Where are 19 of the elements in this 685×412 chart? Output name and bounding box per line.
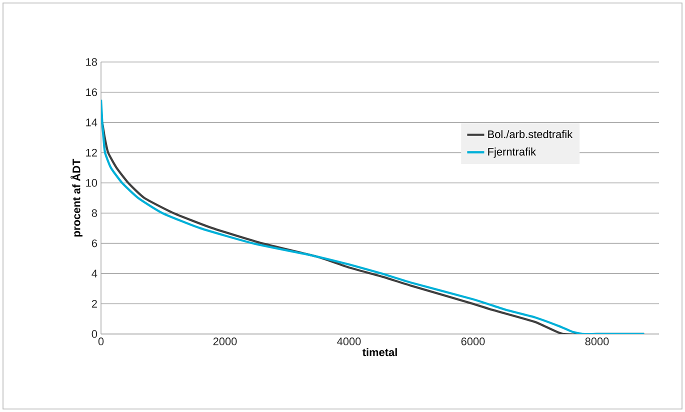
y-tick-label: 18: [86, 58, 97, 66]
x-tick-label: 8000: [585, 338, 609, 346]
legend-label: Bol./arb.stedtrafik: [488, 130, 573, 138]
y-axis-title: procent af ÅDT: [70, 158, 82, 237]
x-tick-label: 6000: [461, 338, 485, 346]
x-tick-label: 0: [98, 338, 104, 346]
legend-label: Fjerntrafik: [488, 148, 536, 158]
y-tick-label: 4: [92, 270, 98, 278]
y-tick-label: 6: [92, 239, 97, 248]
y-tick-label: 10: [86, 179, 98, 187]
y-tick-label: 0: [92, 330, 98, 338]
x-tick-label: 2000: [213, 338, 237, 346]
y-tick-label: 2: [92, 300, 97, 308]
x-axis-title: timetal: [362, 348, 397, 356]
x-tick-label: 4000: [337, 338, 361, 346]
y-tick-label: 12: [86, 148, 97, 156]
y-tick-label: 8: [92, 209, 97, 217]
y-tick-label: 14: [86, 118, 98, 126]
y-tick-label: 16: [86, 88, 97, 96]
